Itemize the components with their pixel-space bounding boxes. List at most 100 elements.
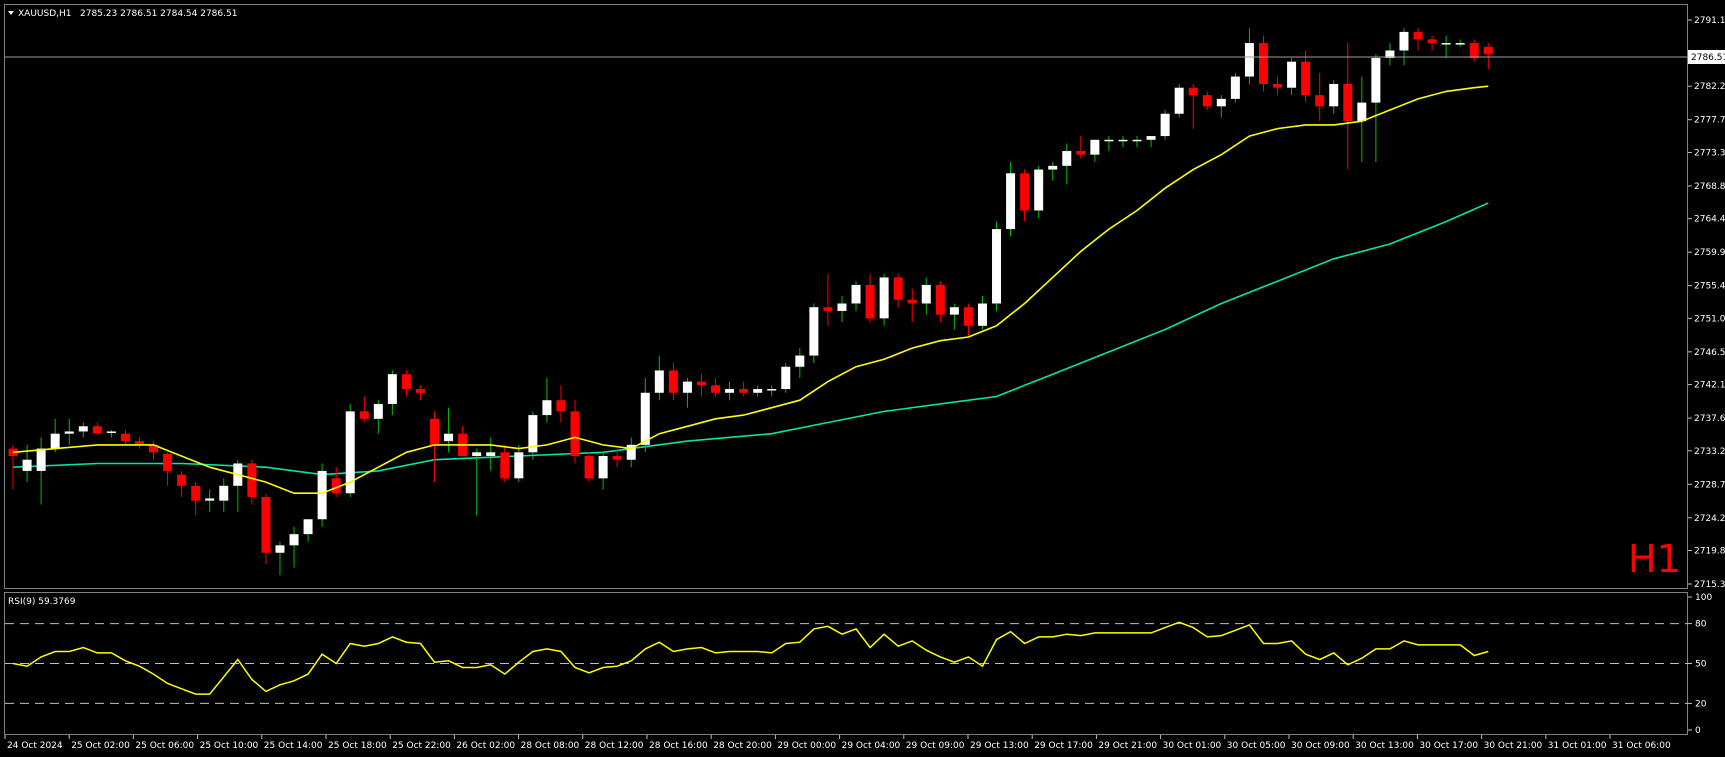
candle-body	[753, 389, 763, 393]
candle-body	[430, 418, 440, 445]
candles-layer	[8, 28, 1493, 576]
time-tick-label: 30 Oct 21:00	[1484, 741, 1543, 751]
candle-body	[598, 456, 608, 479]
time-tick-label: 28 Oct 20:00	[713, 741, 772, 751]
candle-body	[331, 478, 341, 494]
current-price-tag	[1688, 50, 1725, 64]
price-tick-label: 2759.90	[1694, 248, 1725, 258]
time-tick-label: 31 Oct 01:00	[1548, 741, 1607, 751]
candle-body	[949, 307, 959, 315]
candle-body	[1188, 87, 1198, 96]
price-tick-label: 2742.10	[1694, 381, 1725, 391]
candle-body	[1329, 83, 1339, 107]
candle-body	[1315, 95, 1325, 107]
price-tick-label: 2737.60	[1694, 414, 1725, 424]
candle-body	[1441, 43, 1451, 45]
candle-body	[373, 403, 383, 419]
candle-body	[640, 392, 650, 445]
price-tick-label: 2751.00	[1694, 314, 1725, 324]
candle-body	[444, 433, 454, 442]
candle-body	[177, 474, 187, 486]
candle-body	[767, 389, 777, 391]
candle-body	[1006, 173, 1016, 230]
rsi-tick-label: 100	[1695, 593, 1712, 603]
candle-body	[163, 453, 173, 471]
candle-body	[1174, 87, 1184, 114]
time-tick-label: 25 Oct 18:00	[328, 741, 387, 751]
candle-body	[106, 431, 116, 433]
rsi-tick-label: 80	[1695, 620, 1707, 630]
candle-body	[275, 545, 285, 553]
price-tick-label: 2724.20	[1694, 514, 1725, 524]
time-tick-label: 25 Oct 14:00	[264, 741, 323, 751]
symbol-menu-arrow-icon[interactable]	[8, 11, 14, 15]
candle-body	[1062, 150, 1072, 166]
time-tick-label: 31 Oct 06:00	[1612, 741, 1671, 751]
candle-body	[191, 485, 201, 501]
candle-body	[514, 452, 524, 479]
candle-body	[935, 284, 945, 315]
candle-body	[1469, 43, 1479, 58]
price-tick-label: 2764.40	[1694, 215, 1725, 225]
candle-body	[1020, 173, 1030, 211]
candle-body	[865, 284, 875, 319]
candle-body	[387, 374, 397, 404]
candle-body	[1118, 139, 1128, 142]
candle-body	[472, 452, 482, 457]
candle-body	[36, 448, 46, 471]
candle-body	[1427, 39, 1437, 44]
time-axis: 24 Oct 2024 25 Oct 02:00 25 Oct 06:00 25 Oc…	[4, 735, 1671, 751]
candle-body	[1371, 57, 1381, 103]
candle-body	[1399, 31, 1409, 51]
time-tick-label: 30 Oct 05:00	[1227, 741, 1286, 751]
candle-body	[359, 411, 369, 419]
candle-body	[64, 431, 74, 434]
candle-body	[977, 303, 987, 326]
candle-body	[1287, 61, 1297, 88]
candle-body	[570, 411, 580, 457]
rsi-label: RSI(9) 59.3769	[8, 597, 76, 607]
price-axis: 2791.10 2782.20 2777.70 2773.30 2768.80 2764.…	[1688, 16, 1725, 590]
time-tick-label: 29 Oct 21:00	[1098, 741, 1157, 751]
candle-body	[1483, 46, 1493, 55]
price-tick-label: 2719.80	[1694, 547, 1725, 557]
candle-body	[1160, 113, 1170, 137]
time-tick-label: 30 Oct 17:00	[1419, 741, 1478, 751]
candle-body	[1048, 165, 1058, 170]
ohlc-values: 2785.23 2786.51 2784.54 2786.51	[80, 9, 237, 19]
candle-body	[584, 456, 594, 479]
price-tick-label: 2782.20	[1694, 82, 1725, 92]
time-tick-label: 29 Oct 09:00	[906, 741, 965, 751]
price-pane-frame	[4, 4, 1688, 589]
candle-body	[893, 277, 903, 300]
candle-body	[823, 307, 833, 311]
time-tick-label: 29 Oct 13:00	[970, 741, 1029, 751]
candle-body	[809, 307, 819, 356]
candle-body	[415, 389, 425, 393]
price-tick-label: 2777.70	[1694, 116, 1725, 126]
candle-body	[1413, 31, 1423, 40]
candle-body	[963, 307, 973, 326]
time-tick-label: 25 Oct 10:00	[200, 741, 259, 751]
candle-body	[1146, 136, 1156, 140]
candle-body	[1202, 95, 1212, 107]
time-tick-label: 26 Oct 02:00	[456, 741, 515, 751]
candle-body	[1385, 50, 1395, 58]
candle-body	[696, 381, 706, 386]
time-tick-label: 30 Oct 13:00	[1355, 741, 1414, 751]
candle-body	[500, 452, 510, 479]
candle-body	[668, 370, 678, 393]
candle-body	[78, 426, 88, 432]
candle-body	[219, 485, 229, 501]
candle-body	[528, 415, 538, 453]
candle-body	[134, 441, 144, 445]
candle-body	[401, 374, 411, 390]
candle-body	[556, 400, 566, 412]
time-tick-label: 29 Oct 00:00	[777, 741, 836, 751]
time-tick-label: 28 Oct 16:00	[649, 741, 708, 751]
time-tick-label: 24 Oct 2024	[7, 741, 63, 751]
candle-body	[92, 426, 102, 434]
timeframe-watermark: H1	[1628, 537, 1681, 581]
rsi-tick-label: 0	[1695, 726, 1701, 736]
